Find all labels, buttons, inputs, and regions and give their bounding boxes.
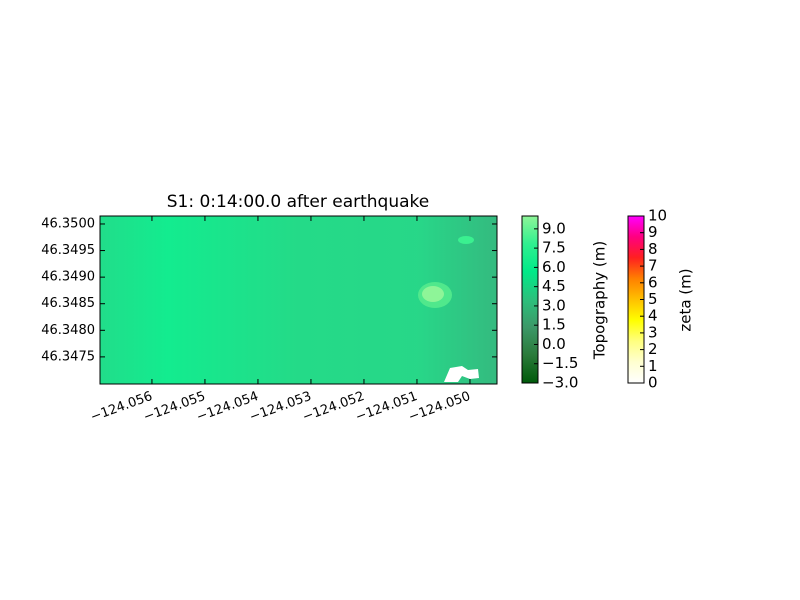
y-tick-label: 46.3495 bbox=[41, 243, 95, 258]
colorbar-tick-label: 0.0 bbox=[542, 335, 566, 353]
colorbar-tick-label: 9.0 bbox=[542, 219, 566, 237]
chart-title: S1: 0:14:00.0 after earthquake bbox=[167, 192, 430, 212]
colorbar-tick-label: 8 bbox=[648, 240, 658, 258]
colorbar-tick-label: 1 bbox=[648, 357, 658, 375]
colorbar-tick-label: 10 bbox=[648, 207, 667, 225]
colorbar-tick-label: −1.5 bbox=[542, 354, 578, 372]
heatmap-feature bbox=[422, 286, 444, 302]
colorbar-tick-label: 3 bbox=[648, 323, 658, 341]
colorbar-scale bbox=[521, 215, 539, 384]
colorbar-tick-label: 4.5 bbox=[542, 277, 566, 295]
colorbar-tick-label: 5 bbox=[648, 290, 658, 308]
colorbar-tick-label: 9 bbox=[648, 223, 658, 241]
y-tick-label: 46.3480 bbox=[41, 323, 95, 338]
y-tick-label: 46.3475 bbox=[41, 349, 95, 364]
axes-frame bbox=[99, 215, 498, 385]
colorbar-tick-label: 6.0 bbox=[542, 258, 566, 276]
y-tick-label: 46.3485 bbox=[41, 296, 95, 311]
colorbar-tick-label: 7 bbox=[648, 257, 658, 275]
colorbar-tick-label: 7.5 bbox=[542, 239, 566, 257]
colorbar-tick-label: 4 bbox=[648, 307, 658, 325]
colorbar-label: zeta (m) bbox=[677, 268, 695, 331]
colorbar-tick-label: 3.0 bbox=[542, 296, 566, 314]
x-tick-label: −124.050 bbox=[407, 389, 473, 425]
colorbar-tick-label: −3.0 bbox=[542, 374, 578, 392]
colorbar-tick-label: 1.5 bbox=[542, 316, 566, 334]
y-tick-label: 46.3490 bbox=[41, 270, 95, 285]
colorbar-tick-label: 2 bbox=[648, 340, 658, 358]
colorbar-tick-label: 6 bbox=[648, 273, 658, 291]
y-tick-label: 46.3500 bbox=[41, 216, 95, 231]
dry-area bbox=[444, 366, 479, 382]
colorbar-label: Topography (m) bbox=[591, 241, 609, 360]
colorbar: −3.0 −1.50.01.5 3.04.56.07.5 9.0 Topography … bbox=[521, 215, 609, 392]
colorbar-tick-label: 0 bbox=[648, 374, 658, 392]
heatmap-feature bbox=[458, 236, 474, 244]
